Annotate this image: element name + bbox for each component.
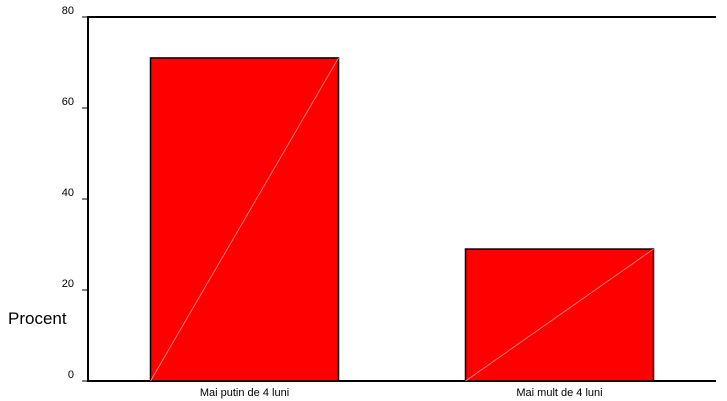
x-axis-labels: Mai putin de 4 luni Mai mult de 4 luni: [200, 387, 603, 399]
y-axis-label: Procent: [8, 309, 67, 328]
y-tick-label: 20: [62, 278, 74, 290]
bar-diagonal-line: [465, 248, 654, 382]
x-category-label: Mai putin de 4 luni: [200, 387, 289, 399]
bars: [149, 57, 655, 382]
y-tick-label: 40: [62, 187, 74, 199]
x-category-label: Mai mult de 4 luni: [516, 387, 602, 399]
bar-diagonal-line: [150, 57, 339, 382]
y-tick-label: 60: [62, 96, 74, 108]
y-tick-label: 80: [62, 5, 74, 17]
y-axis-ticks: 0 20 40 60 80: [62, 5, 88, 382]
y-tick-label: 0: [68, 369, 74, 381]
